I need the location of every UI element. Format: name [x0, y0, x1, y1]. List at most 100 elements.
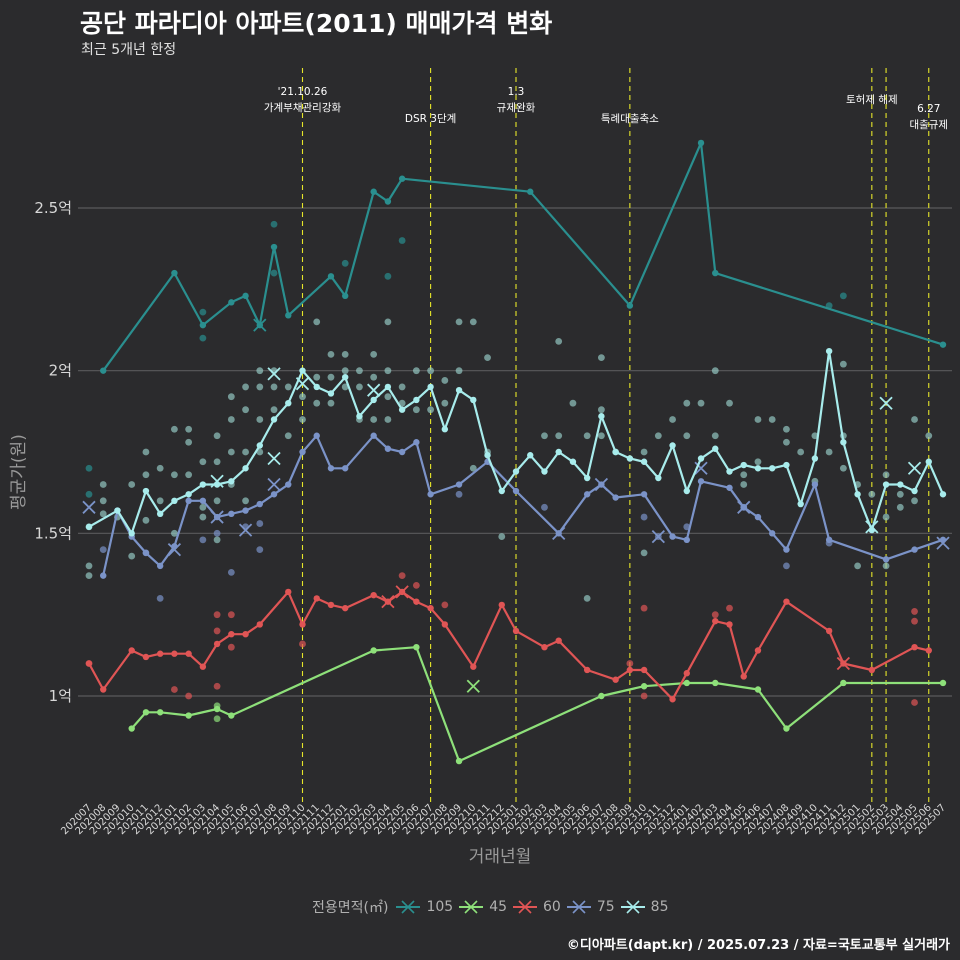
series-point-75: [612, 494, 619, 501]
x-marker-stroke: [865, 520, 879, 534]
x-marker-stroke: [295, 377, 310, 391]
scatter-point: [213, 458, 221, 466]
series-point-75: [156, 562, 164, 570]
series-x-marker-85: [907, 461, 922, 475]
scatter-point: [925, 432, 933, 440]
scatter-point: [270, 383, 278, 391]
scatter-point: [839, 292, 847, 300]
scatter-point: [441, 377, 449, 384]
series-point-75: [882, 556, 890, 563]
series-point-105: [712, 269, 719, 277]
scatter-point: [726, 604, 733, 612]
series-point-85: [541, 468, 548, 475]
series-point-60: [911, 644, 918, 651]
scatter-point: [555, 337, 563, 345]
legend-item-45: 45: [459, 899, 507, 915]
series-line-105: [102, 141, 944, 372]
series-point-60: [185, 650, 192, 657]
scatter-point: [441, 601, 449, 609]
scatter-point: [398, 572, 406, 580]
series-point-60: [413, 598, 420, 605]
x-marker-stroke: [167, 542, 182, 557]
scatter-point: [555, 432, 563, 440]
series-point-105: [384, 198, 392, 205]
series-point-60: [242, 630, 249, 638]
series-point-85: [85, 523, 93, 531]
series-point-75: [726, 484, 733, 491]
scatter-point: [199, 513, 207, 521]
series-x-marker-85: [865, 520, 879, 534]
series-x-marker-75: [238, 523, 253, 537]
scatter-point: [299, 416, 306, 423]
series-point-60: [555, 637, 562, 644]
scatter-point: [313, 399, 321, 407]
scatter-point: [412, 581, 420, 589]
scatter-point: [142, 516, 150, 524]
series-point-75: [512, 487, 520, 495]
scatter-point: [384, 416, 392, 423]
scatter-point: [598, 354, 605, 362]
series-point-105: [100, 367, 107, 374]
series-point-85: [797, 500, 804, 508]
series-point-60: [171, 650, 178, 657]
series-x-marker-85: [295, 377, 310, 391]
series-point-60: [626, 666, 634, 674]
scatter-point: [227, 568, 235, 576]
x-marker-stroke: [552, 526, 566, 540]
scatter-point: [327, 351, 335, 358]
series-point-85: [854, 491, 861, 498]
y-tick-label: 1억: [49, 687, 72, 705]
series-point-105: [327, 273, 335, 280]
scatter-point: [171, 425, 178, 433]
series-x-marker-105: [253, 318, 267, 332]
series-point-85: [185, 491, 192, 498]
series-x-marker-75: [167, 542, 182, 557]
scatter-point: [640, 448, 648, 456]
series-point-75: [100, 572, 107, 579]
scatter-point: [199, 503, 207, 511]
scatter-point: [783, 438, 790, 446]
legend-label-85: 85: [650, 899, 669, 915]
scatter-point: [341, 259, 349, 267]
series-point-85: [470, 396, 477, 404]
x-marker-stroke: [907, 461, 922, 475]
series-x-marker-75: [210, 510, 224, 524]
series-point-75: [285, 481, 292, 488]
scatter-point: [882, 471, 890, 479]
series-x-marker-75: [936, 536, 950, 550]
series-point-85: [199, 481, 207, 488]
scatter-point: [284, 383, 292, 391]
series-x-marker-85: [367, 383, 381, 397]
series-point-60: [299, 621, 306, 628]
series-point-60: [470, 663, 477, 670]
series-point-60: [740, 673, 747, 680]
scatter-point: [683, 399, 691, 407]
scatter-point: [640, 513, 648, 521]
series-point-85: [398, 406, 406, 413]
y-tick-label: 2억: [49, 362, 72, 380]
scatter-point: [896, 490, 904, 498]
series-point-75: [783, 546, 790, 553]
x-axis-title: 거래년월: [468, 847, 532, 867]
series-point-85: [498, 487, 505, 495]
scatter-point: [256, 546, 264, 553]
series-point-45: [840, 679, 847, 687]
scatter-point: [598, 432, 605, 440]
series-point-60: [156, 650, 164, 657]
series-point-105: [199, 321, 207, 329]
scatter-point: [583, 595, 591, 602]
scatter-point: [768, 416, 776, 423]
series-point-85: [655, 474, 662, 482]
scatter-point: [598, 406, 605, 414]
scatter-point: [740, 471, 748, 479]
scatter-point: [384, 393, 392, 401]
scatter-point: [412, 406, 420, 414]
series-point-75: [199, 497, 207, 504]
scatter-point: [797, 448, 805, 456]
series-x-marker-75: [737, 500, 751, 514]
series-point-105: [270, 243, 278, 251]
scatter-point: [640, 692, 648, 700]
scatter-point: [754, 416, 762, 423]
series-point-85: [527, 452, 534, 459]
series-point-60: [213, 640, 221, 648]
